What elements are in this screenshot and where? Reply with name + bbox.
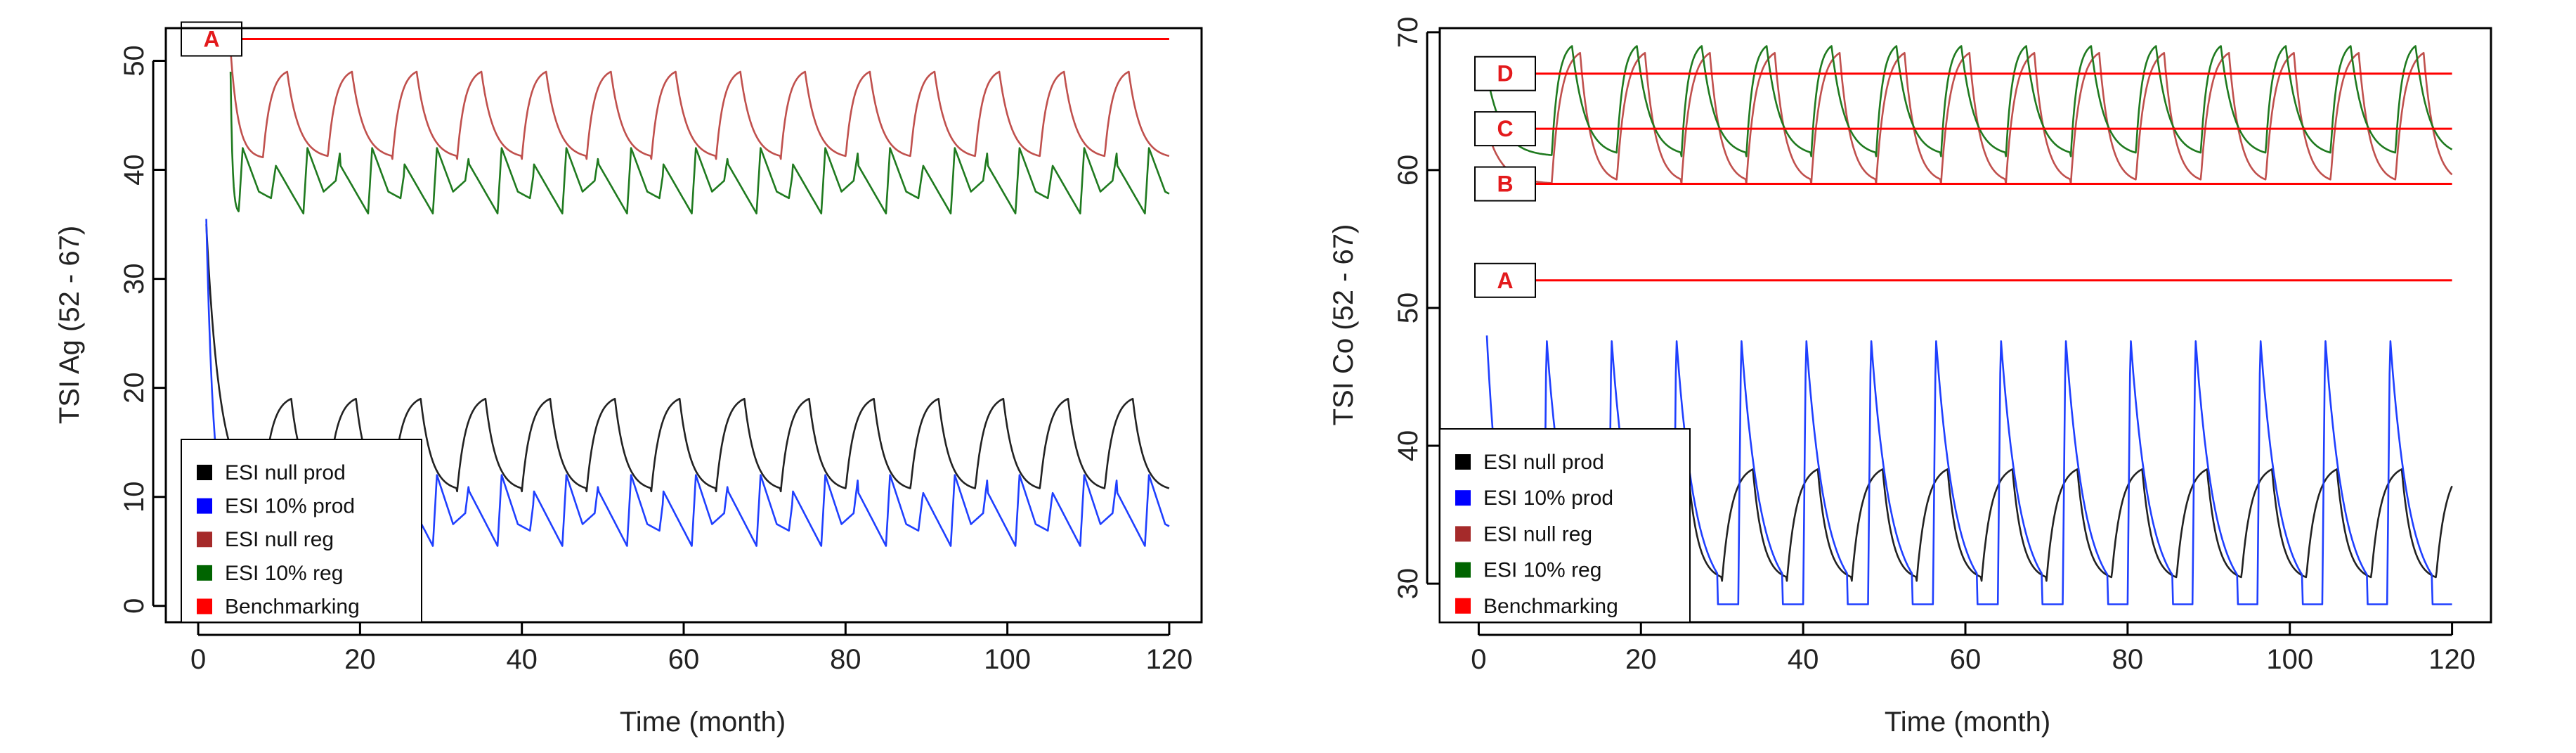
benchmark-label-b: B [1497, 172, 1513, 197]
series-line-esi-10-reg [1485, 45, 2453, 157]
x-tick-label: 120 [1146, 644, 1193, 675]
right-y-axis-label: TSI Co (52 - 67) [1328, 224, 1359, 426]
legend-entry-label: ESI null prod [225, 461, 346, 484]
legend-swatch [197, 565, 212, 581]
legend-swatch [197, 465, 212, 480]
legend-entry-label: Benchmarking [1483, 595, 1618, 618]
x-tick-label: 80 [830, 644, 861, 675]
y-tick-label: 30 [119, 263, 150, 295]
legend-entry-label: ESI null reg [225, 528, 334, 551]
right-x-axis-label: Time (month) [1885, 707, 2050, 738]
left-axes-layer: 0 20 40 60 80 100 120 0 10 20 30 40 50 [119, 45, 1192, 675]
legend-entry-label: ESI 10% prod [1483, 487, 1613, 510]
legend-entry-label: Benchmarking [225, 595, 360, 618]
y-tick-label: 60 [1393, 155, 1424, 186]
y-tick-label: 0 [119, 598, 150, 614]
benchmark-label-d: D [1497, 61, 1513, 86]
x-tick-label: 0 [1471, 644, 1486, 675]
legend-entry-label: ESI null prod [1483, 451, 1604, 474]
x-tick-label: 60 [1950, 644, 1982, 675]
y-tick-label: 40 [1393, 430, 1424, 462]
left-chart-panel: A 0 20 40 60 80 100 120 0 10 20 30 40 50 Time (month… [54, 21, 1203, 738]
legend-entry-label: ESI null reg [1483, 522, 1592, 546]
y-tick-label: 70 [1393, 17, 1424, 48]
benchmark-label-a: A [1497, 268, 1513, 293]
left-x-axis-label: Time (month) [620, 707, 786, 738]
x-tick-label: 60 [668, 644, 700, 675]
series-line-esi-null-reg [229, 49, 1170, 160]
legend-entry-label: ESI 10% prod [225, 495, 355, 518]
x-tick-label: 80 [2112, 644, 2144, 675]
legend-swatch [1455, 562, 1471, 578]
series-line-esi-10-reg [229, 71, 1170, 214]
x-tick-label: 20 [344, 644, 376, 675]
x-tick-label: 120 [2428, 644, 2476, 675]
x-tick-label: 0 [190, 644, 206, 675]
x-tick-label: 100 [984, 644, 1031, 675]
legend-box [1439, 428, 1691, 623]
x-tick-label: 40 [1788, 644, 1819, 675]
legend-entry-label: ESI 10% reg [1483, 559, 1601, 582]
benchmark-label-box-d [1474, 56, 1536, 91]
x-tick-label: 20 [1625, 644, 1657, 675]
benchmark-label-c: C [1497, 116, 1513, 141]
benchmark-label-a: A [203, 27, 219, 52]
benchmark-label-box-c [1474, 111, 1536, 147]
legend-swatch [1455, 490, 1471, 506]
legend-swatch [197, 598, 212, 614]
y-tick-label: 50 [119, 45, 150, 77]
right-axes-layer: 0 20 40 60 80 100 120 30 40 50 60 70 [1393, 17, 2476, 675]
benchmark-label-box-b [1474, 166, 1536, 202]
x-tick-label: 40 [506, 644, 538, 675]
legend-swatch [1455, 526, 1471, 542]
series-line-esi-null-reg [1485, 52, 2453, 185]
left-legend: ESI null prod ESI 10% prod ESI null reg ESI… [181, 439, 422, 623]
legend-swatch [197, 498, 212, 514]
y-tick-label: 10 [119, 481, 150, 513]
y-tick-label: 30 [1393, 568, 1424, 600]
benchmark-label-box-a [1474, 262, 1536, 298]
legend-swatch [197, 532, 212, 548]
x-tick-label: 100 [2266, 644, 2313, 675]
legend-swatch [1455, 454, 1471, 470]
y-tick-label: 20 [119, 372, 150, 404]
right-legend: ESI null prod ESI 10% prod ESI null reg ESI… [1439, 428, 1691, 623]
left-y-axis-label: TSI Ag (52 - 67) [54, 226, 85, 424]
legend-entry-label: ESI 10% reg [225, 562, 343, 585]
y-tick-label: 40 [119, 154, 150, 186]
y-tick-label: 50 [1393, 292, 1424, 324]
right-benchmark-layer: A B C D [1474, 56, 2452, 298]
right-chart-panel: A B C D 0 20 40 60 80 100 120 30 40 50 60 70 Time (mon… [1328, 17, 2492, 738]
legend-swatch [1455, 598, 1471, 614]
legend-box [181, 439, 422, 623]
series-line-esi-null-prod [1656, 468, 2453, 582]
